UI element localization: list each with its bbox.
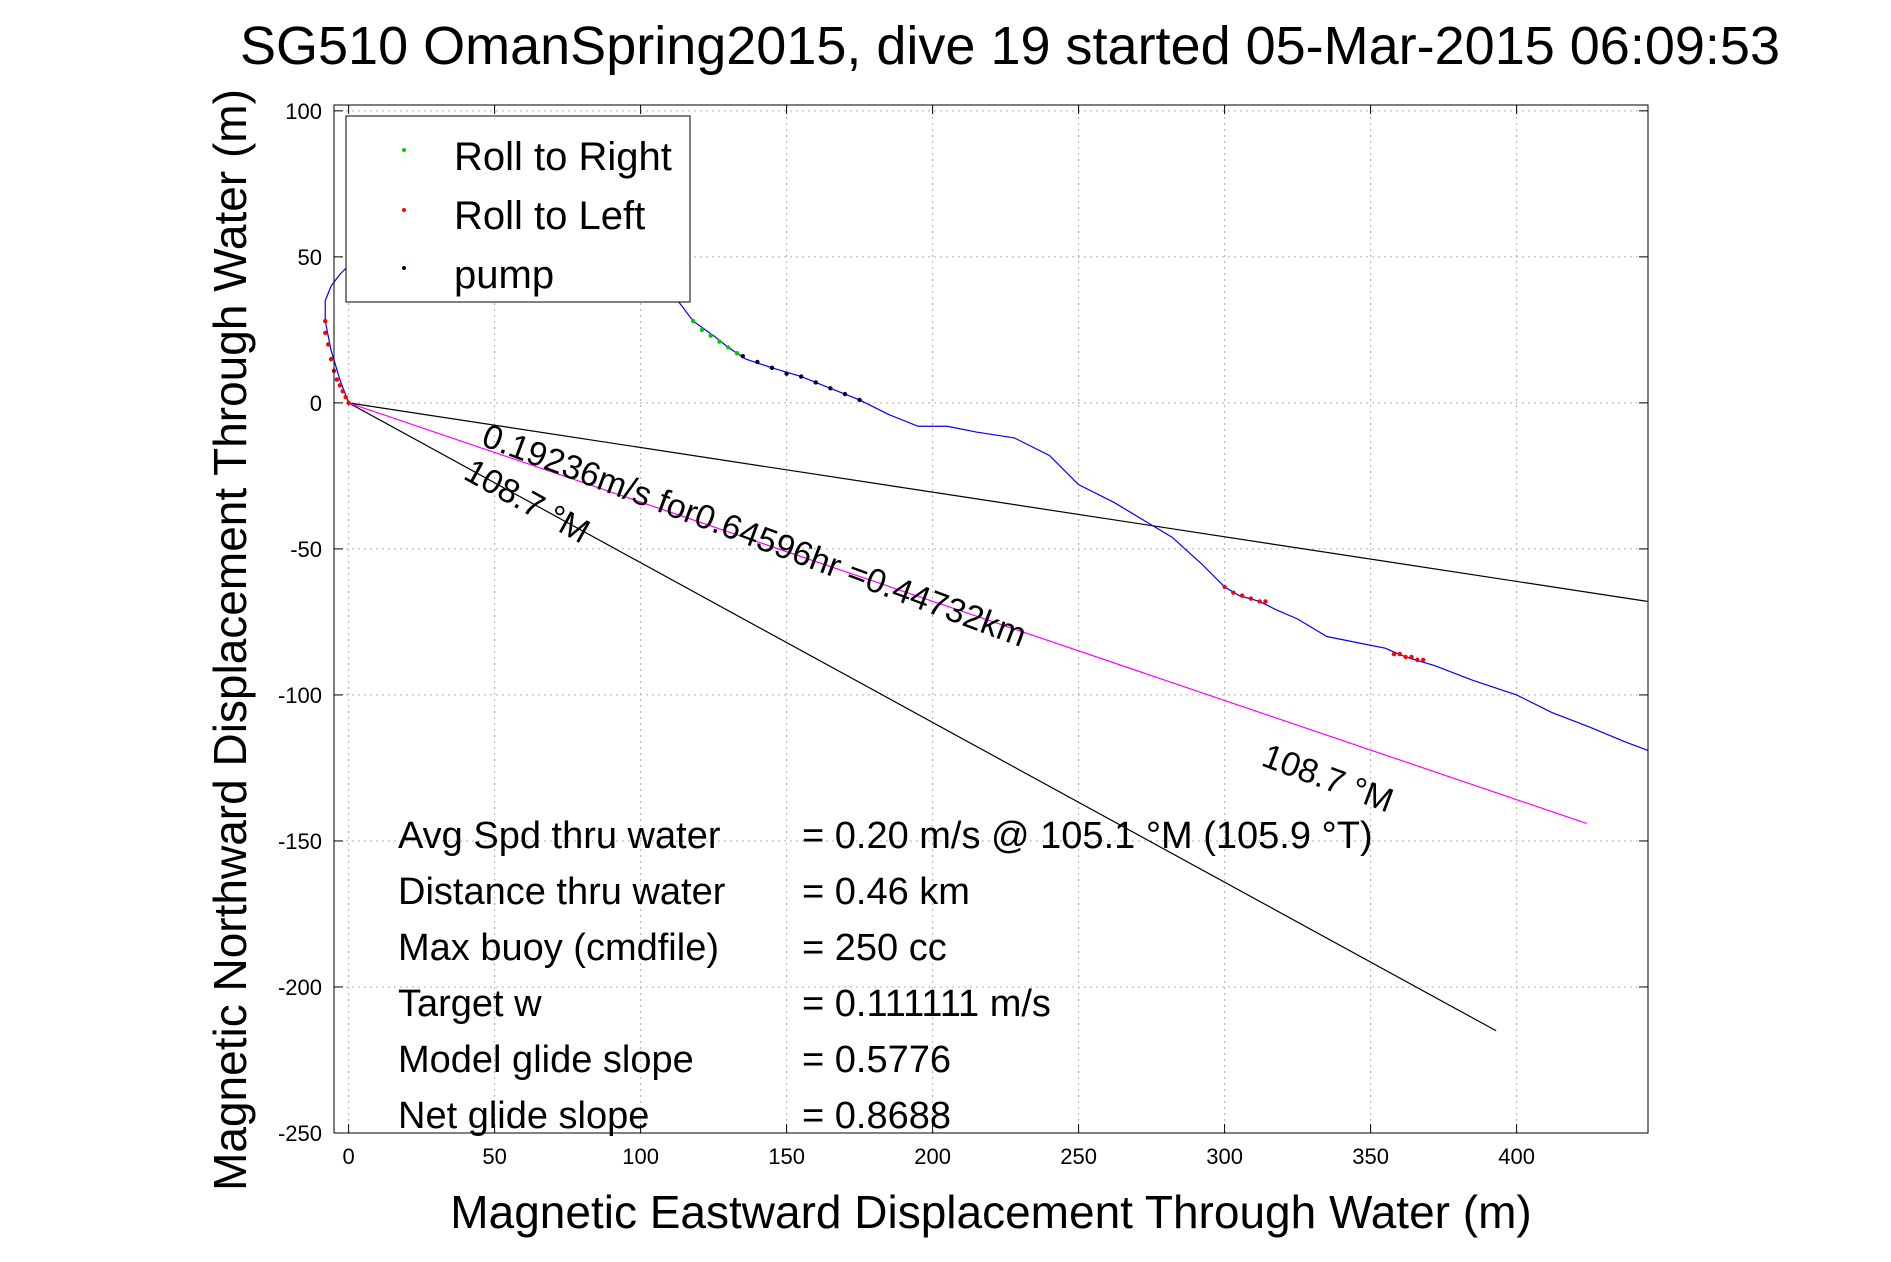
- x-tick-label: 200: [914, 1144, 951, 1169]
- x-tick-label: 250: [1060, 1144, 1097, 1169]
- point-roll-to-left: [1239, 593, 1245, 598]
- legend-marker-roll-left: [402, 208, 406, 212]
- point-pump: [769, 365, 775, 371]
- point-roll-to-left: [328, 356, 334, 362]
- point-pump: [857, 397, 862, 403]
- point-roll-to-right: [690, 318, 696, 324]
- y-tick-label: -250: [278, 1121, 322, 1146]
- point-pump: [784, 371, 789, 376]
- legend-marker-pump: [402, 266, 406, 270]
- stat-value-distance: = 0.46 km: [802, 871, 970, 913]
- x-tick-label: 300: [1206, 1144, 1243, 1169]
- tick-labels: 0 50 100 150 200 250 300 350 400 100 50 0 -50 -100 -15…: [278, 99, 1535, 1169]
- point-roll-to-left: [1409, 654, 1414, 660]
- point-roll-to-left: [1248, 596, 1254, 601]
- legend-marker-roll-right: [402, 148, 406, 152]
- y-tick-label: -100: [278, 683, 322, 708]
- point-roll-to-left: [346, 400, 351, 406]
- point-roll-to-left: [1391, 651, 1397, 657]
- legend: Roll to Right Roll to Left pump: [345, 115, 691, 303]
- chart-title: SG510 OmanSpring2015, dive 19 started 05…: [240, 16, 1780, 76]
- point-roll-to-left: [337, 383, 343, 388]
- stat-label-target-w: Target w: [398, 983, 542, 1025]
- point-roll-to-left: [325, 342, 331, 347]
- point-roll-to-left: [1397, 651, 1403, 657]
- y-axis-label: Magnetic Northward Displacement Through …: [204, 89, 256, 1191]
- stat-label-model-glide: Model glide slope: [398, 1039, 694, 1081]
- point-pump: [828, 386, 833, 391]
- x-tick-label: 150: [768, 1144, 805, 1169]
- reference-line-1: [348, 402, 1497, 1032]
- point-roll-to-right: [726, 345, 731, 350]
- point-pump: [842, 391, 848, 397]
- point-pump: [799, 374, 804, 379]
- x-tick-label: 100: [622, 1144, 659, 1169]
- y-tick-label: 50: [298, 245, 322, 270]
- point-pump: [740, 353, 745, 359]
- stat-label-distance: Distance thru water: [398, 871, 726, 913]
- legend-label-roll-right: Roll to Right: [454, 135, 672, 179]
- x-tick-label: 50: [482, 1144, 506, 1169]
- point-roll-to-left: [340, 389, 345, 394]
- stat-value-net-glide: = 0.8688: [802, 1095, 951, 1137]
- reference-lines: [348, 402, 1649, 1032]
- stat-value-model-glide: = 0.5776: [802, 1039, 951, 1081]
- point-roll-to-left: [1420, 657, 1426, 663]
- y-tick-label: -50: [290, 537, 322, 562]
- point-roll-to-left: [1222, 584, 1227, 590]
- y-tick-label: 0: [310, 391, 322, 416]
- x-tick-label: 400: [1498, 1144, 1535, 1169]
- point-roll-to-left: [343, 394, 348, 400]
- axes-box: [333, 104, 1649, 1134]
- tick-marks: [334, 105, 1648, 1134]
- point-roll-to-left: [323, 318, 328, 324]
- point-roll-to-left: [334, 377, 340, 382]
- point-roll-to-right: [708, 333, 713, 338]
- point-roll-to-left: [1263, 599, 1268, 604]
- stat-label-net-glide: Net glide slope: [398, 1095, 649, 1137]
- point-pump: [755, 359, 760, 365]
- point-roll-to-right: [717, 339, 722, 344]
- reference-line-2: [348, 402, 1587, 824]
- point-roll-to-right: [734, 351, 740, 356]
- stat-value-avg-speed: = 0.20 m/s @ 105.1 °M (105.9 °T): [802, 815, 1373, 857]
- reference-line-0: [348, 402, 1649, 603]
- legend-label-pump: pump: [454, 253, 554, 297]
- point-roll-to-right: [699, 327, 705, 333]
- point-roll-to-left: [1415, 657, 1420, 663]
- y-tick-label: -150: [278, 829, 322, 854]
- stats-block: Avg Spd thru water = 0.20 m/s @ 105.1 °M…: [398, 815, 1373, 1137]
- legend-label-roll-left: Roll to Left: [454, 194, 645, 238]
- stat-value-target-w: = 0.111111 m/s: [802, 983, 1051, 1025]
- stat-label-max-buoy: Max buoy (cmdfile): [398, 927, 719, 969]
- stat-label-avg-speed: Avg Spd thru water: [398, 815, 721, 857]
- x-tick-label: 0: [342, 1144, 354, 1169]
- x-tick-label: 350: [1352, 1144, 1389, 1169]
- point-roll-to-left: [1231, 590, 1236, 595]
- point-roll-to-left: [1403, 654, 1408, 660]
- point-pump: [813, 380, 818, 385]
- y-tick-label: -200: [278, 975, 322, 1000]
- point-roll-to-left: [1257, 599, 1262, 604]
- x-axis-label: Magnetic Eastward Displacement Through W…: [450, 1186, 1531, 1238]
- y-tick-label: 100: [285, 99, 322, 124]
- point-roll-to-left: [323, 330, 328, 335]
- stat-value-max-buoy: = 250 cc: [802, 927, 947, 969]
